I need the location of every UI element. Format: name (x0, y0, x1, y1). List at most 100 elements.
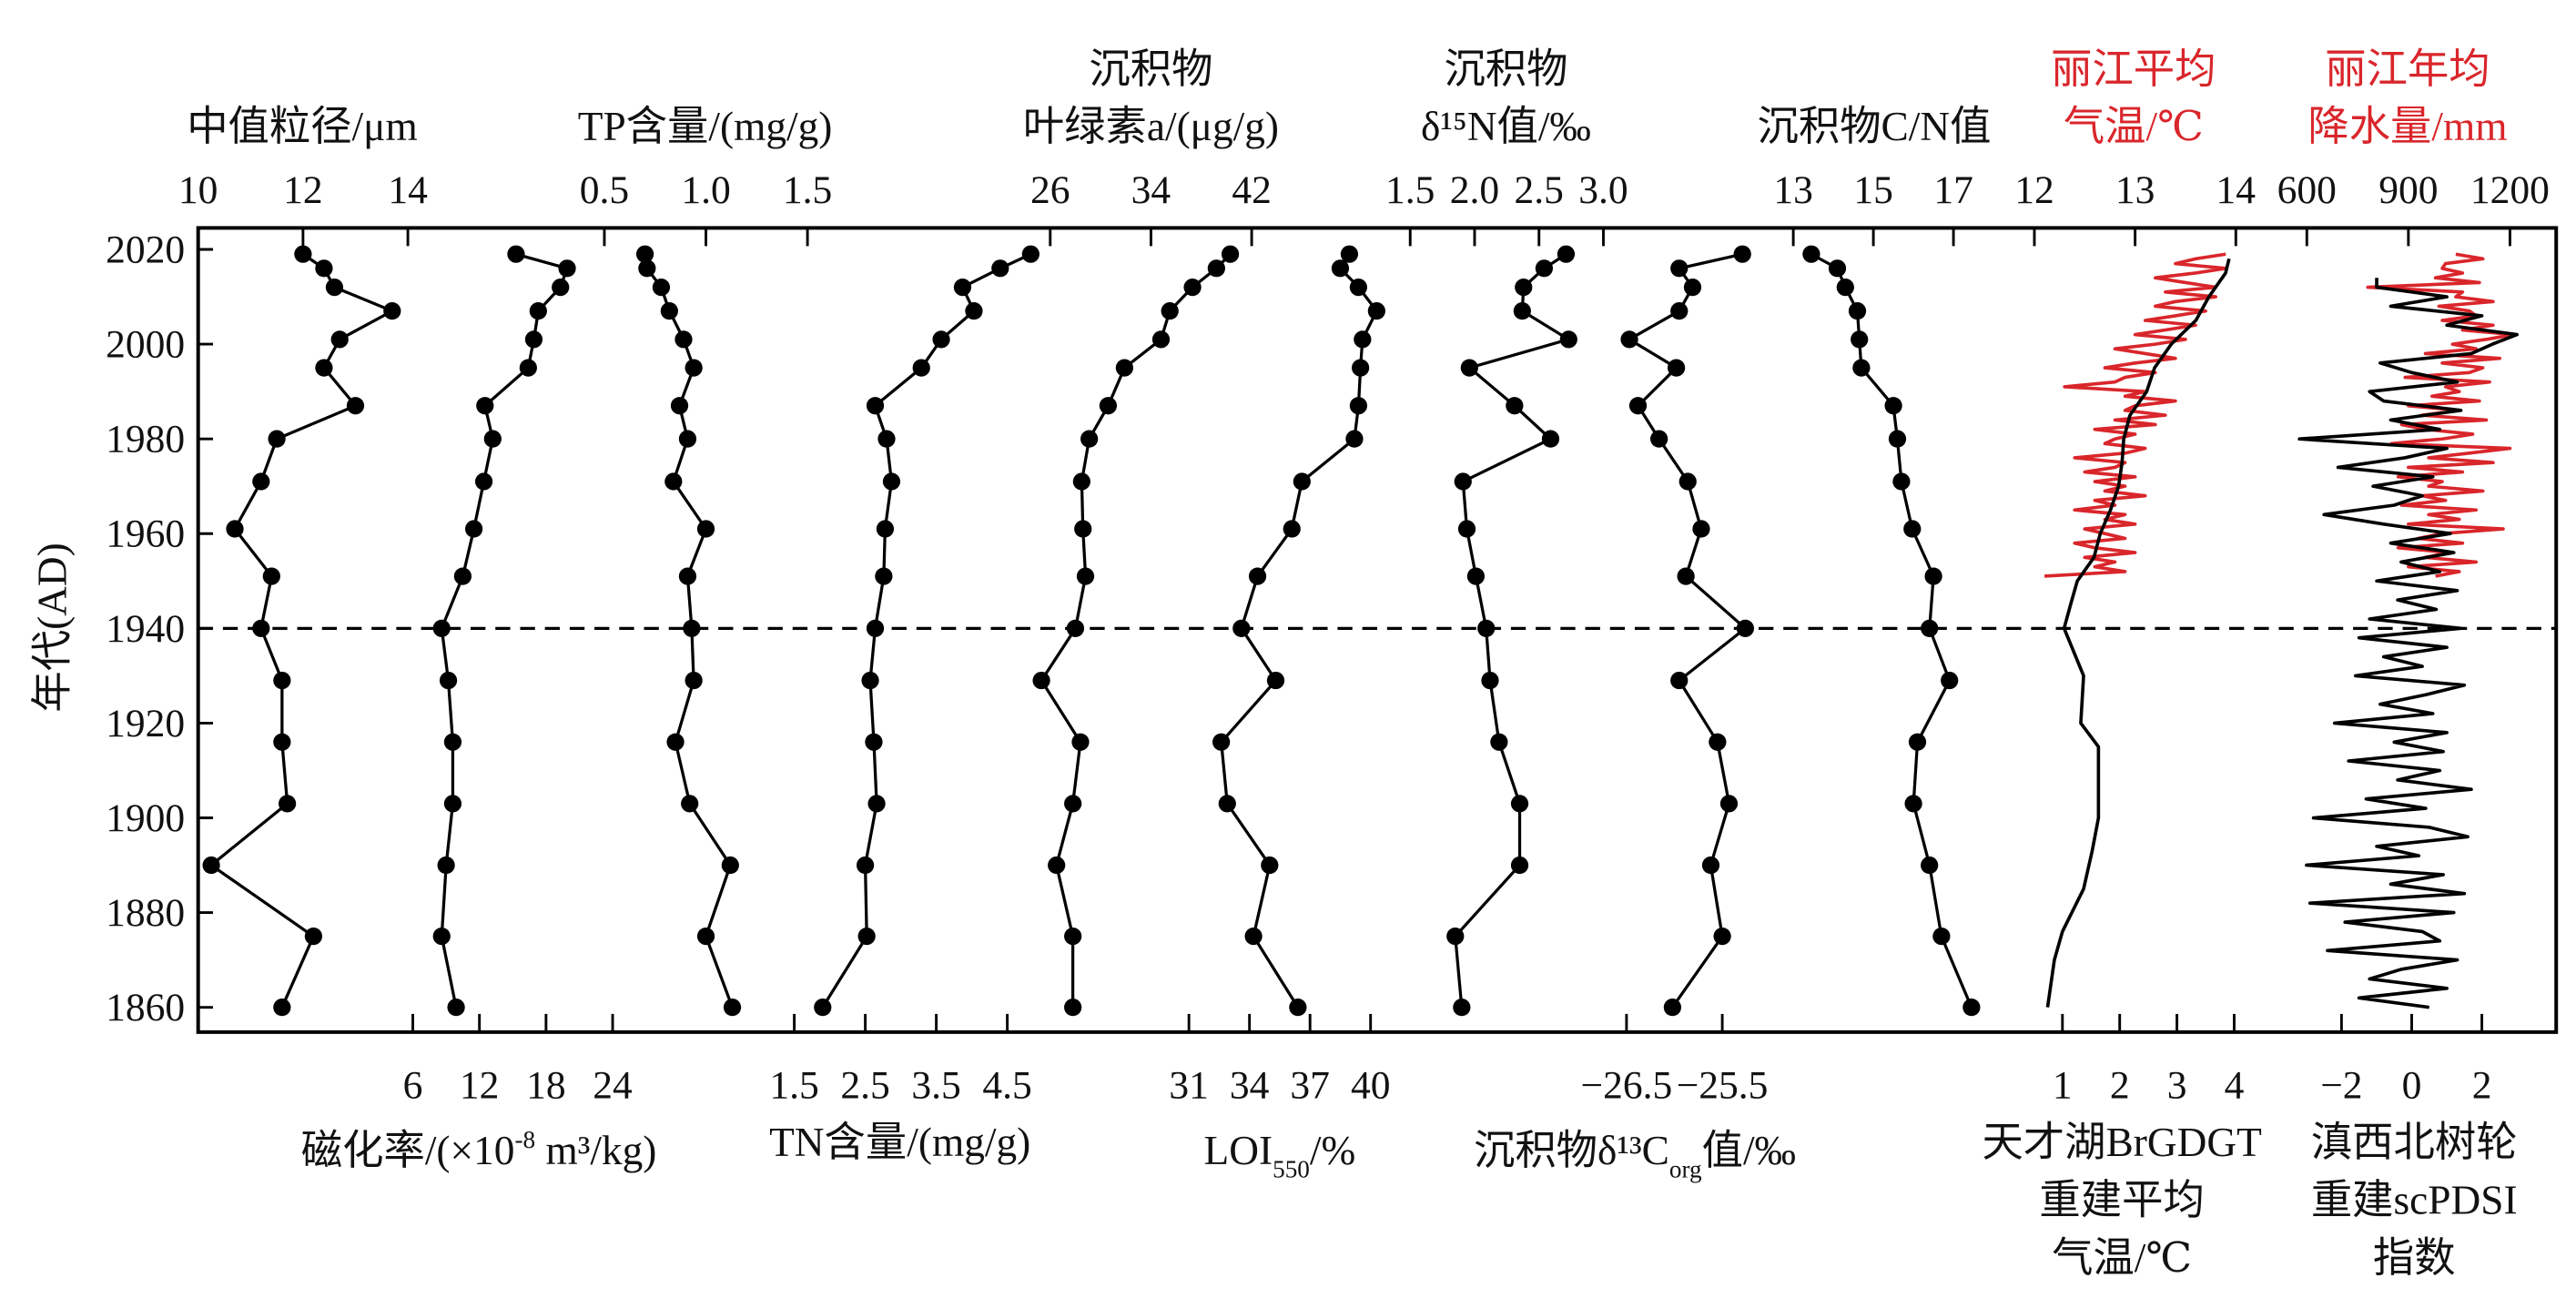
d13c-data-point (1683, 279, 1702, 297)
loi-tick-label: 31 (1169, 1063, 1209, 1107)
mag-data-point (437, 856, 455, 875)
d15n-data-point (1466, 567, 1486, 585)
pdsi-tick-label: 2 (2472, 1063, 2492, 1107)
cn-data-point (1941, 671, 1959, 690)
loi-data-point (1244, 927, 1263, 946)
d13c-data-point (1733, 245, 1751, 263)
label-text: 磁化率/(×10 (301, 1128, 515, 1173)
axes-layer: 186018801900192019401960198020002020年代(A… (30, 46, 2559, 1281)
series-layer (202, 245, 2520, 1017)
tempobs-tick-label: 14 (2216, 168, 2257, 212)
d15n-tick-label: 1.5 (1385, 168, 1435, 212)
tn-tick-label: 3.5 (911, 1063, 960, 1107)
d13c-data-point (1650, 430, 1668, 448)
cn-data-point (1908, 733, 1927, 751)
mag-data-point (439, 671, 458, 690)
cn-data-point (1836, 279, 1854, 297)
d15n-data-point (1535, 259, 1554, 278)
tn-tick-label: 4.5 (982, 1063, 1031, 1107)
tp-data-point (681, 795, 699, 813)
tn-data-point (932, 330, 950, 349)
precip-tick-label: 600 (2277, 168, 2337, 212)
grain-data-point (273, 733, 291, 751)
cn-data-point (1802, 245, 1820, 263)
tp-tick-label: 1.0 (681, 168, 730, 212)
cn-data-point (1848, 302, 1867, 320)
d15n-data-point (1453, 999, 1471, 1017)
cn-data-point (1892, 472, 1911, 491)
loi-data-point (1340, 245, 1359, 263)
tp-data-point (678, 567, 697, 585)
d13c-data-point (1670, 671, 1689, 690)
cn-data-point (1903, 520, 1922, 538)
loi-data-point (1367, 302, 1385, 320)
tempobs-tick-label: 12 (2014, 168, 2054, 212)
chl-data-point (1064, 999, 1082, 1017)
d15n-data-point (1510, 856, 1529, 875)
tp-data-point (660, 302, 678, 320)
tn-data-point (953, 279, 972, 297)
loi-data-point (1354, 330, 1372, 349)
d13c-data-point (1719, 795, 1739, 813)
y-tick-label: 1860 (106, 986, 185, 1029)
cn-data-point (1828, 259, 1847, 278)
grain-data-point (226, 520, 244, 538)
cn-data-point (1962, 999, 1981, 1017)
loi-data-point (1218, 795, 1236, 813)
y-tick-label: 2020 (106, 228, 185, 271)
loi-tick-label: 34 (1230, 1063, 1270, 1107)
cn-axis-label: 沉积物C/N值 (1758, 104, 1992, 149)
gdgt-axis-label: 重建平均 (2039, 1177, 2204, 1222)
loi-data-point (1293, 472, 1311, 491)
chl-data-point (1080, 430, 1099, 448)
mag-data-point (519, 359, 537, 377)
d13c-series-line (1628, 252, 1747, 1009)
grain-data-point (330, 330, 349, 349)
grain-tick-label: 12 (283, 168, 323, 212)
d13c-data-point (1709, 733, 1727, 751)
chl-tick-label: 26 (1030, 168, 1070, 212)
grain-data-point (304, 927, 323, 946)
chl-tick-label: 42 (1232, 168, 1272, 212)
tp-axis-label: TP含量/(mg/g) (578, 104, 833, 149)
y-axis-label: 年代(AD) (30, 543, 76, 712)
d15n-data-point (1559, 330, 1577, 349)
grain-data-point (202, 856, 220, 875)
label-superscript: -8 (514, 1126, 535, 1153)
cn-data-point (1921, 856, 1939, 875)
mag-data-point (558, 259, 576, 278)
loi-tick-label: 37 (1290, 1063, 1330, 1107)
tp-data-point (721, 856, 739, 875)
chl-data-point (1207, 259, 1225, 278)
d13c-tick-label: −25.5 (1677, 1063, 1769, 1107)
tp-data-point (638, 259, 656, 278)
grain-data-point (262, 567, 280, 585)
pdsi-series-line (2297, 278, 2520, 1009)
grain-axis-label: 中值粒径/μm (187, 104, 418, 149)
gdgt-tick-label: 2 (2110, 1063, 2130, 1107)
tp-data-point (635, 245, 654, 263)
chl-data-point (1032, 671, 1050, 690)
cn-data-point (1932, 927, 1951, 946)
grain-data-point (252, 472, 270, 491)
label-text: 值/‰ (1702, 1128, 1796, 1173)
grain-data-point (294, 245, 312, 263)
grain-data-point (383, 302, 401, 320)
grain-data-point (278, 795, 297, 813)
gdgt-tick-label: 1 (2053, 1063, 2073, 1107)
tp-data-point (652, 279, 671, 297)
mag-data-point (529, 302, 547, 320)
loi-axis-label: LOI550/% (1204, 1128, 1356, 1183)
grain-data-point (315, 259, 333, 278)
d15n-data-point (1460, 359, 1478, 377)
d13c-data-point (1692, 520, 1710, 538)
mag-data-point (507, 245, 525, 263)
chl-data-point (1221, 245, 1240, 263)
cn-data-point (1884, 397, 1902, 415)
d15n-data-point (1557, 245, 1576, 263)
cn-data-point (1924, 567, 1942, 585)
pdsi-tick-label: −2 (2320, 1063, 2362, 1107)
label-text: /% (1310, 1128, 1355, 1173)
d15n-data-point (1454, 472, 1472, 491)
